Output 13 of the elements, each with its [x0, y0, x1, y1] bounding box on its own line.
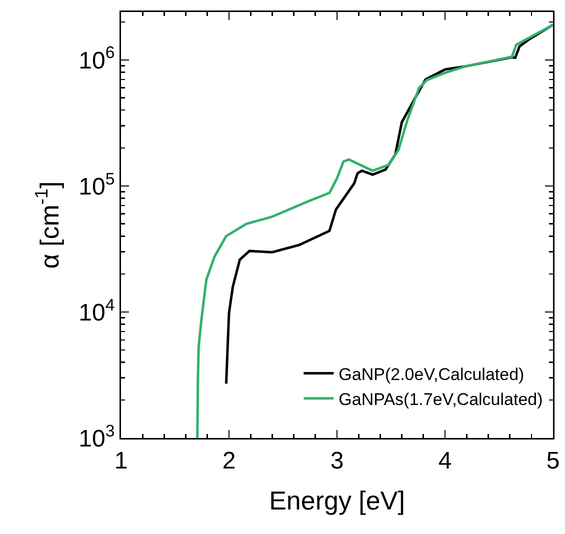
x-tick-label: 4 [438, 447, 452, 474]
x-axis-title: Energy [eV] [269, 486, 405, 516]
x-tick-label: 1 [114, 447, 128, 474]
x-tick-label: 5 [546, 447, 560, 474]
y-tick-label: 10$^{5}$ [78, 169, 115, 200]
x-tick-label: 3 [330, 447, 344, 474]
line-series [196, 24, 553, 438]
y-tick-label: 10$^{6}$ [78, 43, 115, 74]
y-tick-label: 10$^{3}$ [78, 421, 115, 452]
legend-label: GaNPAs(1.7eV,Calculated) [338, 390, 543, 409]
y-tick-label: 10$^{4}$ [78, 295, 115, 326]
legend-label: GaNP(2.0eV,Calculated) [338, 364, 524, 384]
x-tick-label: 2 [222, 447, 236, 474]
